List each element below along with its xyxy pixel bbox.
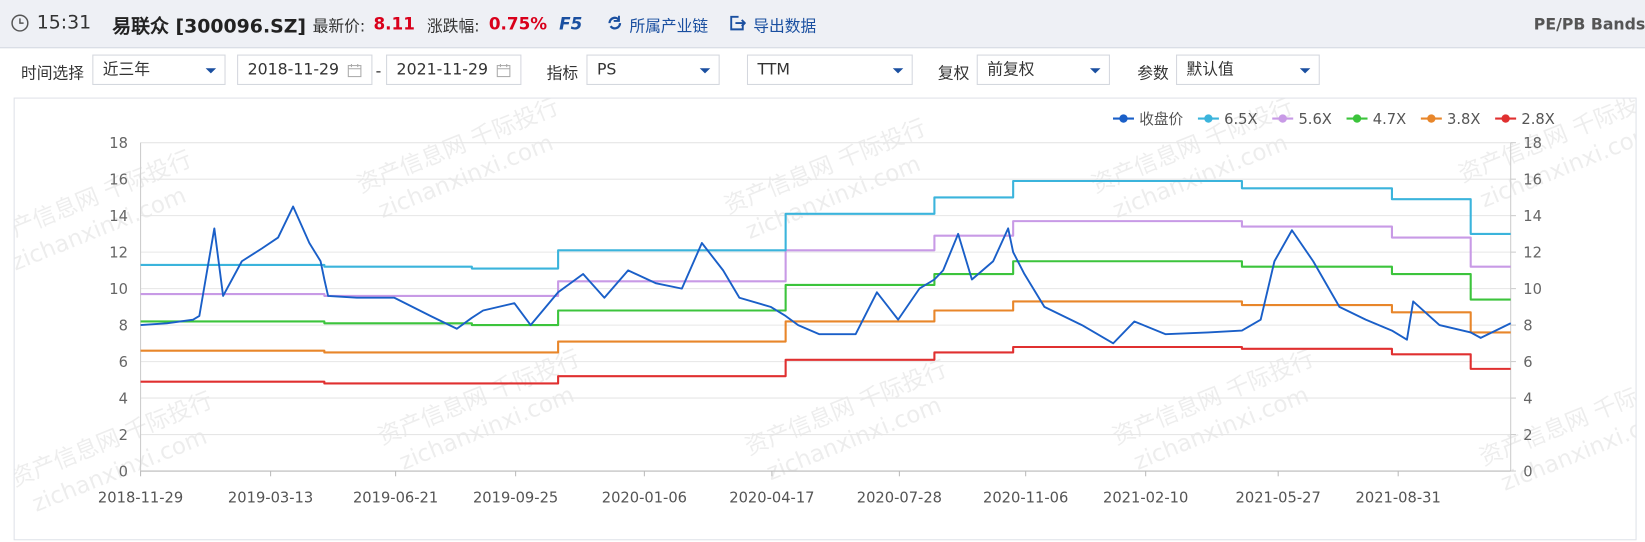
y-tick-label: 18 — [109, 135, 128, 152]
y2-tick-label: 8 — [1523, 317, 1532, 334]
y2-tick-label: 4 — [1523, 390, 1532, 407]
end-date: 2021-11-29 — [396, 59, 489, 79]
header-bar: 15:31 易联众 [300096.SZ] 最新价: 8.11 涨跌幅: 0.7… — [0, 0, 1645, 49]
legend-marker-dot — [1278, 114, 1287, 123]
start-date: 2018-11-29 — [247, 59, 340, 79]
y2-tick-label: 0 — [1523, 463, 1532, 480]
x-tick-label: 2021-02-10 — [1103, 490, 1188, 507]
legend: 收盘价 6.5X 5.6X 4.7X 3.8X 2.8X — [1112, 110, 1555, 128]
y-tick-label: 4 — [119, 390, 128, 407]
change: 0.75% — [488, 13, 548, 34]
y2-tick-label: 14 — [1523, 208, 1542, 225]
basis-select[interactable]: TTM — [746, 54, 913, 85]
legend-label: 收盘价 — [1139, 110, 1183, 128]
y2-tick-label: 16 — [1523, 171, 1542, 188]
series-line — [140, 220, 1511, 297]
series-line — [140, 300, 1511, 354]
legend-label: 4.7X — [1373, 111, 1406, 128]
time: 15:31 — [36, 11, 92, 34]
series-line — [140, 345, 1511, 385]
x-tick-label: 2020-11-06 — [983, 490, 1068, 507]
adjust-select[interactable]: 前复权 — [976, 54, 1110, 85]
y-tick-label: 6 — [119, 354, 128, 371]
legend-marker-dot — [1119, 114, 1128, 123]
export-link[interactable]: 导出数据 — [753, 16, 817, 36]
legend-label: 2.8X — [1521, 111, 1554, 128]
price: 8.11 — [373, 13, 415, 34]
stock-name: 易联众 [300096.SZ] — [112, 15, 307, 38]
legend-marker-dot — [1427, 114, 1436, 123]
x-tick-label: 2020-07-28 — [857, 490, 942, 507]
indicator-label: 指标 — [546, 63, 579, 83]
change-label: 涨跌幅: — [426, 16, 480, 36]
y-tick-label: 10 — [109, 281, 128, 298]
price-label: 最新价: — [312, 16, 366, 36]
legend-marker-dot — [1204, 114, 1213, 123]
time-range-value: 近三年 — [102, 59, 151, 79]
x-tick-label: 2019-03-13 — [228, 490, 313, 507]
start-date-input[interactable]: 2018-11-29 — [237, 54, 373, 85]
legend-label: 6.5X — [1224, 111, 1257, 128]
x-tick-label: 2020-01-06 — [602, 490, 687, 507]
indicator-select[interactable]: PS — [586, 54, 720, 85]
x-tick-label: 2018-11-29 — [98, 490, 183, 507]
chain-icon — [608, 15, 622, 30]
time-range-select[interactable]: 近三年 — [92, 54, 226, 85]
calendar-icon — [347, 63, 362, 78]
indicator-value: PS — [596, 59, 617, 79]
y2-tick-label: 12 — [1523, 244, 1542, 261]
x-tick-label: 2020-04-17 — [729, 490, 814, 507]
calendar-icon — [496, 63, 511, 78]
adjust-value: 前复权 — [987, 59, 1035, 79]
y2-tick-label: 2 — [1523, 427, 1532, 444]
series-line — [140, 205, 1512, 345]
x-tick-label: 2021-05-27 — [1236, 490, 1321, 507]
y-tick-label: 0 — [119, 463, 128, 480]
y2-tick-label: 18 — [1523, 135, 1542, 152]
date-separator: - — [375, 61, 382, 81]
basis-value: TTM — [757, 59, 790, 79]
param-value: 默认值 — [1186, 59, 1234, 79]
y-tick-label: 8 — [119, 317, 128, 334]
industry-chain-link[interactable]: 所属产业链 — [629, 16, 709, 36]
series-line — [140, 179, 1511, 270]
export-icon — [730, 15, 746, 31]
end-date-input[interactable]: 2021-11-29 — [386, 54, 522, 85]
legend-label: 3.8X — [1447, 111, 1480, 128]
chart-panel: 资产信息网 千际投行 zichanxinxi.com 资产信息网 千际投行 zicha… — [0, 83, 1645, 541]
y-tick-label: 14 — [109, 208, 128, 225]
param-select[interactable]: 默认值 — [1176, 54, 1320, 85]
series-line — [140, 260, 1511, 327]
legend-marker-dot — [1501, 114, 1510, 123]
refresh-button[interactable]: F5 — [559, 13, 583, 34]
time-label: 时间选择 — [20, 63, 84, 83]
param-label: 参数 — [1137, 63, 1169, 83]
legend-label: 5.6X — [1298, 111, 1331, 128]
legend-marker-dot — [1352, 114, 1362, 123]
x-tick-label: 2019-06-21 — [353, 490, 438, 507]
y-tick-label: 16 — [109, 171, 128, 188]
clock-icon — [11, 14, 29, 32]
y-tick-label: 2 — [119, 427, 128, 444]
adjust-label: 复权 — [937, 63, 970, 83]
tool-title: PE/PB Bands — [1533, 14, 1645, 34]
y2-tick-label: 6 — [1523, 354, 1532, 371]
y2-tick-label: 10 — [1523, 281, 1542, 298]
x-tick-label: 2021-08-31 — [1356, 490, 1441, 507]
x-tick-label: 2019-09-25 — [473, 490, 558, 507]
y-tick-label: 12 — [109, 244, 128, 261]
